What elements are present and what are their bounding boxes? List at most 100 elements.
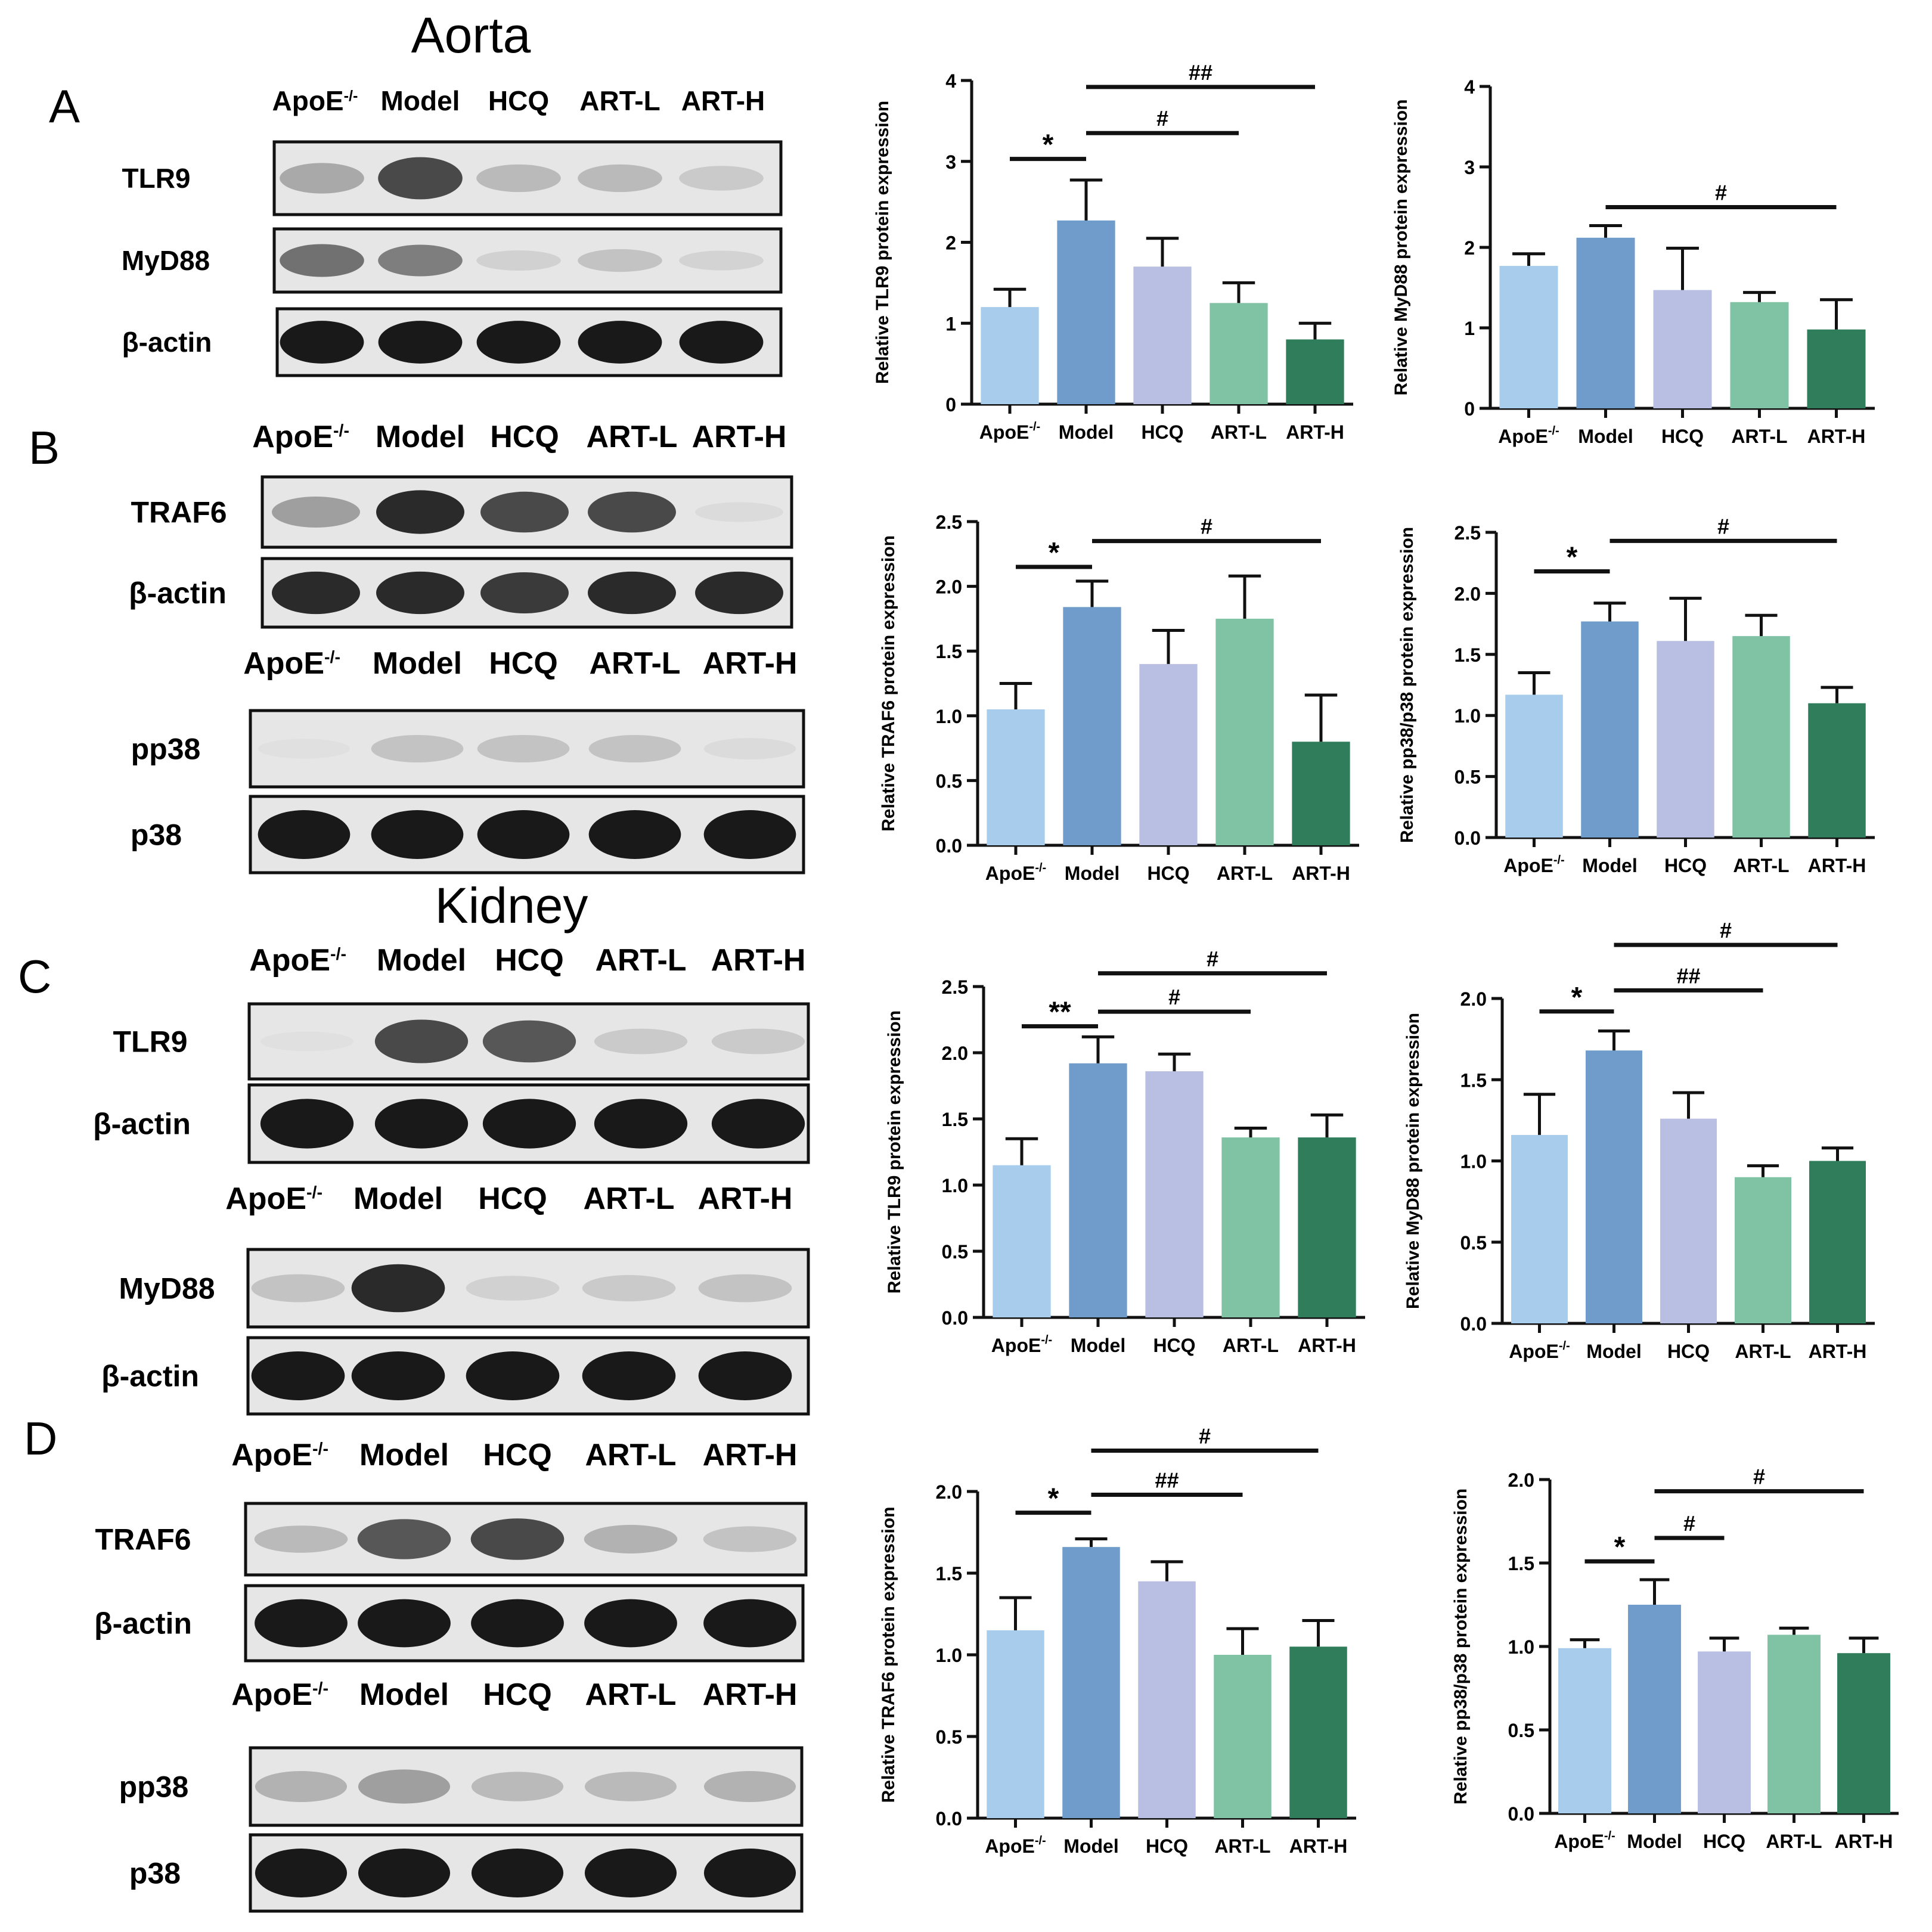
bar-art-l — [1215, 618, 1274, 845]
y-tick-label: 4 — [1464, 76, 1475, 98]
x-tick-label: ART-H — [1808, 855, 1866, 876]
y-tick-label: 0.0 — [1455, 827, 1481, 849]
bar-art-h — [1289, 1646, 1347, 1818]
bar-art-l — [1767, 1635, 1821, 1813]
x-tick-label: Model — [1059, 421, 1114, 443]
blot-header-a: ApoE-/- Model HCQ ART-L ART-H — [272, 85, 765, 116]
blot-band — [582, 1351, 676, 1400]
bar-art-l — [1730, 302, 1789, 408]
blot-band — [466, 1351, 560, 1400]
x-tick-label: Model — [1627, 1831, 1682, 1852]
group-label-art-l: ART-L — [579, 85, 660, 116]
significance-label: # — [1156, 106, 1168, 131]
x-tick-label: ART-L — [1733, 855, 1789, 876]
blot-band — [476, 250, 561, 271]
significance-label: * — [1049, 537, 1060, 569]
blot-band — [711, 1099, 805, 1149]
blot-d-traf6: TRAF6 — [95, 1502, 808, 1577]
bar-hcq — [1138, 1581, 1196, 1818]
y-tick-label: 1 — [945, 313, 956, 334]
x-tick-label: HCQ — [1153, 1335, 1195, 1356]
group-label-art-l: ART-L — [586, 420, 677, 454]
x-tick-label: Model — [1071, 1335, 1125, 1356]
blot-band — [251, 1351, 345, 1400]
blot-protein-label: β-actin — [101, 1360, 199, 1393]
y-tick-label: 2.0 — [1455, 583, 1481, 604]
blot-band — [584, 1599, 677, 1648]
bar-hcq — [1660, 1118, 1717, 1323]
group-superscript: -/- — [324, 648, 340, 667]
x-tick-label: ApoE-/- — [979, 420, 1040, 443]
blot-band — [374, 1099, 469, 1149]
bar-model — [1057, 220, 1115, 404]
blot-band — [376, 490, 464, 534]
y-tick-label: 1.0 — [936, 706, 962, 727]
blot-band — [578, 164, 662, 193]
blot-band — [471, 1849, 564, 1897]
y-tick-label: 1 — [1464, 318, 1475, 339]
blot-band — [280, 321, 364, 364]
blot-band — [679, 250, 764, 271]
x-tick-label: HCQ — [1147, 863, 1189, 884]
blot-band — [466, 1276, 560, 1301]
group-label-art-h: ART-H — [703, 1438, 798, 1472]
blot-band — [378, 321, 463, 364]
bar-art-h — [1837, 1653, 1890, 1813]
bar-art-h — [1292, 742, 1350, 845]
group-superscript: -/- — [306, 1183, 322, 1202]
x-tick-label: ApoE-/- — [1498, 424, 1559, 447]
blot-band — [260, 1099, 354, 1149]
blot-band — [254, 1525, 348, 1553]
y-tick-label: 2.0 — [1508, 1469, 1534, 1491]
x-tick-label: Model — [1065, 863, 1119, 884]
y-tick-label: 3 — [945, 151, 956, 173]
blot-band — [374, 1019, 469, 1063]
blot-band — [703, 1599, 796, 1648]
blot-band — [378, 244, 463, 277]
blot-band — [482, 1099, 576, 1149]
bar-art-h — [1808, 703, 1866, 838]
blot-band — [582, 1274, 676, 1302]
blot-protein-label: pp38 — [131, 733, 201, 766]
group-label-art-l: ART-L — [583, 1181, 674, 1216]
x-tick-label: Model — [1586, 1341, 1641, 1362]
x-tick-label: ART-H — [1835, 1831, 1893, 1852]
y-tick-label: 2.5 — [942, 976, 968, 998]
x-tick-label: HCQ — [1146, 1835, 1188, 1857]
x-tick-label: HCQ — [1667, 1341, 1710, 1362]
blot-header-b1: ApoE-/- Model HCQ ART-L ART-H — [252, 420, 786, 454]
blot-band — [251, 1274, 345, 1303]
group-label-hcq: HCQ — [490, 420, 559, 454]
group-label-art-h: ART-H — [698, 1181, 793, 1216]
group-label-apoe: ApoE-/- — [231, 1677, 328, 1712]
blot-protein-label: TRAF6 — [131, 496, 227, 529]
y-tick-label: 0 — [945, 394, 956, 415]
blot-band — [280, 244, 364, 277]
blot-band — [703, 810, 796, 859]
blot-b-p38: p38 — [131, 795, 805, 874]
bar-hcq — [1657, 641, 1714, 838]
y-axis-label: Relative TLR9 protein expression — [873, 101, 892, 384]
group-superscript: -/- — [312, 1679, 328, 1698]
y-axis-label: Relative pp38/p38 protein expression — [1397, 527, 1417, 843]
x-tick-label: ApoE-/- — [1554, 1829, 1615, 1852]
y-tick-label: 3 — [1464, 157, 1475, 178]
blot-b-pp38: pp38 — [131, 709, 805, 789]
bar-model — [1586, 1050, 1642, 1323]
blot-band — [351, 1351, 445, 1400]
bar-art-h — [1286, 339, 1344, 404]
y-tick-label: 4 — [945, 70, 956, 92]
blot-protein-label: β-actin — [129, 576, 227, 610]
group-label-model: Model — [381, 85, 460, 116]
bar-art-l — [1732, 636, 1790, 838]
y-tick-label: 0.5 — [942, 1241, 968, 1263]
blot-band — [482, 1020, 576, 1063]
y-tick-label: 1.5 — [936, 1563, 962, 1584]
blot-band — [476, 321, 561, 364]
group-superscript: -/- — [344, 88, 358, 104]
chart-8: 0.0 0.5 1.0 1.5 2.0 Relative pp38/p38 protein… — [1451, 1465, 1899, 1852]
blot-c-tlr9: TLR9 — [113, 1002, 810, 1081]
bar-art-l — [1214, 1655, 1272, 1818]
x-tick-label: HCQ — [1664, 855, 1707, 876]
group-label-art-h: ART-H — [681, 85, 765, 116]
